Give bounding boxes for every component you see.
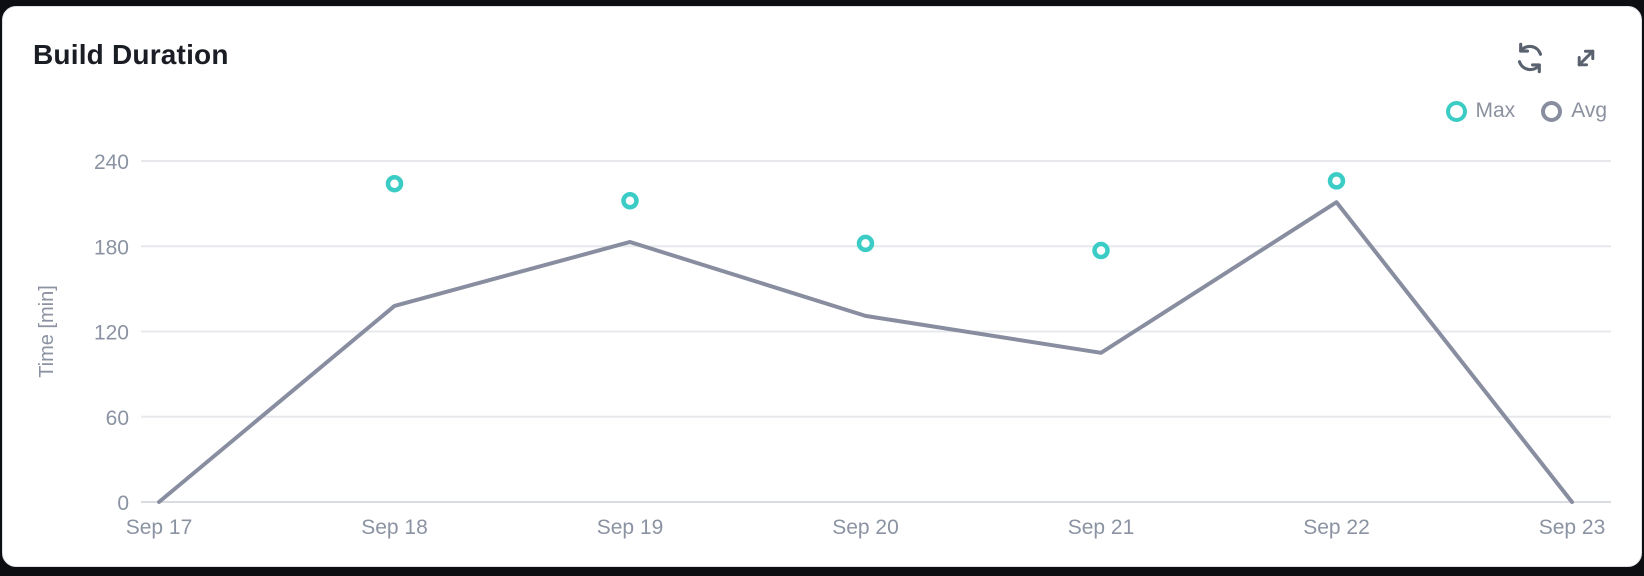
avg-series-swatch-icon [1541, 100, 1563, 122]
max-point[interactable] [856, 234, 875, 253]
refresh-button[interactable] [1511, 39, 1549, 77]
build-duration-chart: 0 60 120 180 240 Sep 17 Sep 18 Sep 19 Sep 20 Sep … [36, 151, 1611, 539]
panel-title: Build Duration [33, 39, 229, 70]
x-tick-label: Sep 19 [597, 516, 664, 539]
y-tick-label: 60 [106, 407, 129, 430]
max-series-swatch-icon [1445, 100, 1467, 122]
expand-button[interactable] [1567, 39, 1605, 77]
max-point[interactable] [621, 192, 639, 210]
max-point[interactable] [1327, 172, 1346, 190]
build-duration-panel: Build Duration [2, 6, 1642, 567]
y-tick-label: 120 [94, 322, 129, 345]
avg-line [157, 200, 1574, 504]
y-axis-title: Time [min] [36, 285, 58, 378]
y-tick-label: 0 [117, 492, 129, 515]
y-tick-label: 240 [94, 151, 129, 174]
chart-legend: Max Avg [1445, 99, 1607, 123]
x-tick-label: Sep 20 [832, 516, 899, 539]
legend-item-avg[interactable]: Avg [1541, 99, 1607, 123]
x-tick-label: Sep 17 [126, 516, 193, 539]
max-point[interactable] [1092, 241, 1110, 260]
max-point[interactable] [385, 174, 404, 193]
x-tick-label: Sep 21 [1068, 516, 1135, 539]
expand-icon [1569, 41, 1603, 75]
legend-label-avg: Avg [1571, 99, 1607, 122]
legend-item-max[interactable]: Max [1445, 99, 1516, 123]
y-tick-label: 180 [94, 236, 129, 259]
x-tick-label: Sep 22 [1303, 516, 1370, 539]
panel-actions [1511, 39, 1605, 77]
refresh-icon [1512, 40, 1548, 76]
x-tick-label: Sep 18 [361, 516, 428, 539]
legend-label-max: Max [1475, 99, 1516, 122]
x-tick-label: Sep 23 [1539, 516, 1606, 539]
